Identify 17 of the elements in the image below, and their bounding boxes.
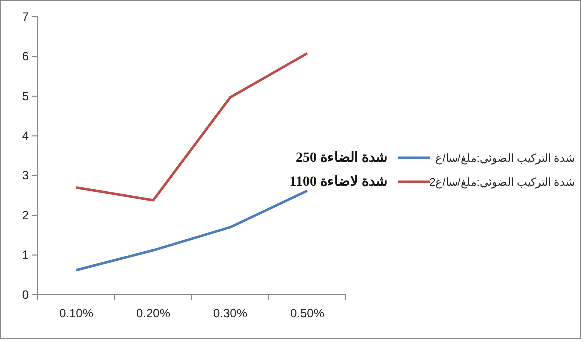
y-tick-label: 4 [22,128,30,143]
annotation: شدة الضاءة 250 [296,151,388,166]
y-tick-label: 2 [22,208,30,222]
legend-label: شدة التركيب الضوئي:ملغ/سا/غ2 [430,177,575,189]
y-tick-label: 0 [22,288,30,302]
x-tick-label: 0.30% [213,306,248,321]
y-tick-label: 3 [22,168,30,183]
y-tick-label: 7 [22,10,30,24]
legend-label: شدة التركيب الضوئي:ملغ/سا/غ [436,153,575,165]
y-tick-label: 6 [22,50,30,64]
y-tick-label: 1 [22,248,30,262]
line-series [75,190,309,272]
x-tick-label: 0.20% [136,306,171,321]
x-tick-label: 0.50% [290,306,325,321]
x-tick-label: 0.10% [59,306,94,321]
annotation: شدة لاضاءة 1100 [290,175,388,190]
y-tick-label: 5 [22,89,30,104]
